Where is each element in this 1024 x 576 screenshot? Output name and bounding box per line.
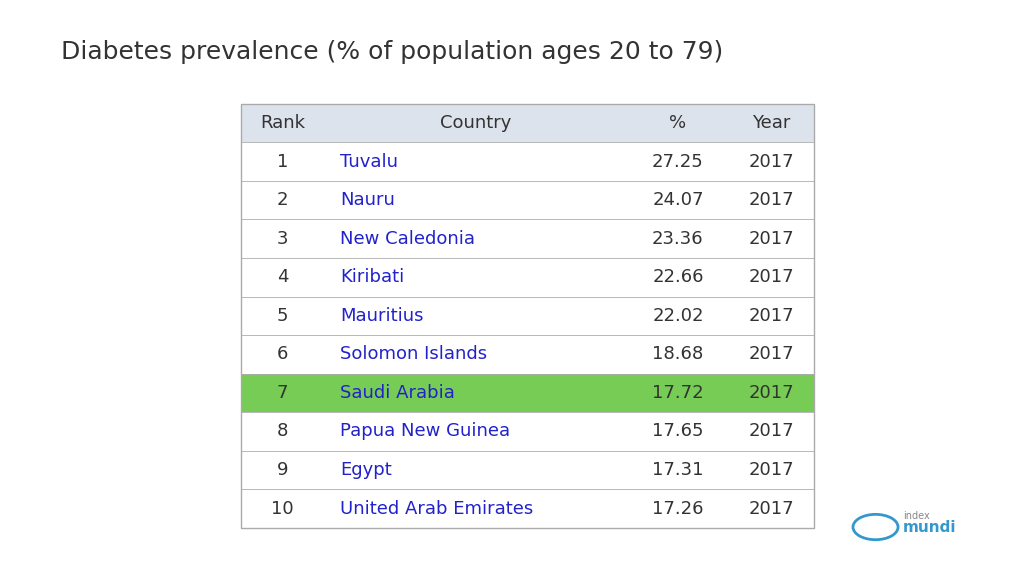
Text: 6: 6: [276, 346, 289, 363]
Text: index: index: [903, 511, 930, 521]
Text: Kiribati: Kiribati: [340, 268, 404, 286]
FancyBboxPatch shape: [241, 297, 814, 335]
FancyBboxPatch shape: [241, 335, 814, 374]
Text: 22.02: 22.02: [652, 307, 703, 325]
Text: 8: 8: [276, 423, 289, 441]
Text: 18.68: 18.68: [652, 346, 703, 363]
Text: Egypt: Egypt: [340, 461, 392, 479]
Text: 9: 9: [276, 461, 289, 479]
Text: Rank: Rank: [260, 114, 305, 132]
Text: 2017: 2017: [749, 307, 795, 325]
Text: 2017: 2017: [749, 384, 795, 402]
Text: 5: 5: [276, 307, 289, 325]
Text: 10: 10: [271, 499, 294, 518]
Text: 27.25: 27.25: [652, 153, 703, 170]
Text: 2017: 2017: [749, 191, 795, 209]
FancyBboxPatch shape: [241, 451, 814, 490]
FancyBboxPatch shape: [241, 219, 814, 258]
Text: Country: Country: [440, 114, 511, 132]
FancyBboxPatch shape: [241, 142, 814, 181]
Text: 2017: 2017: [749, 346, 795, 363]
Text: Papua New Guinea: Papua New Guinea: [340, 423, 510, 441]
Text: %: %: [670, 114, 686, 132]
Text: United Arab Emirates: United Arab Emirates: [340, 499, 534, 518]
Text: Tuvalu: Tuvalu: [340, 153, 398, 170]
FancyBboxPatch shape: [241, 490, 814, 528]
Text: 17.65: 17.65: [652, 423, 703, 441]
Text: mundi: mundi: [903, 520, 956, 535]
Text: 2: 2: [276, 191, 289, 209]
Text: New Caledonia: New Caledonia: [340, 230, 475, 248]
Text: Solomon Islands: Solomon Islands: [340, 346, 487, 363]
FancyBboxPatch shape: [241, 258, 814, 297]
FancyBboxPatch shape: [241, 374, 814, 412]
Text: 17.26: 17.26: [652, 499, 703, 518]
Text: 2017: 2017: [749, 461, 795, 479]
Text: 3: 3: [276, 230, 289, 248]
FancyBboxPatch shape: [241, 412, 814, 451]
Text: 2017: 2017: [749, 423, 795, 441]
Text: 7: 7: [276, 384, 289, 402]
Text: 24.07: 24.07: [652, 191, 703, 209]
Text: 2017: 2017: [749, 268, 795, 286]
Text: 2017: 2017: [749, 230, 795, 248]
FancyBboxPatch shape: [241, 181, 814, 219]
Text: Mauritius: Mauritius: [340, 307, 424, 325]
Text: 1: 1: [276, 153, 289, 170]
Text: Nauru: Nauru: [340, 191, 395, 209]
Text: 4: 4: [276, 268, 289, 286]
Text: 17.72: 17.72: [652, 384, 703, 402]
Text: 2017: 2017: [749, 499, 795, 518]
Text: Saudi Arabia: Saudi Arabia: [340, 384, 455, 402]
FancyBboxPatch shape: [241, 104, 814, 142]
Text: 2017: 2017: [749, 153, 795, 170]
Text: Year: Year: [753, 114, 791, 132]
Text: Diabetes prevalence (% of population ages 20 to 79): Diabetes prevalence (% of population age…: [61, 40, 724, 65]
Text: 23.36: 23.36: [652, 230, 703, 248]
Text: 17.31: 17.31: [652, 461, 703, 479]
Text: 22.66: 22.66: [652, 268, 703, 286]
